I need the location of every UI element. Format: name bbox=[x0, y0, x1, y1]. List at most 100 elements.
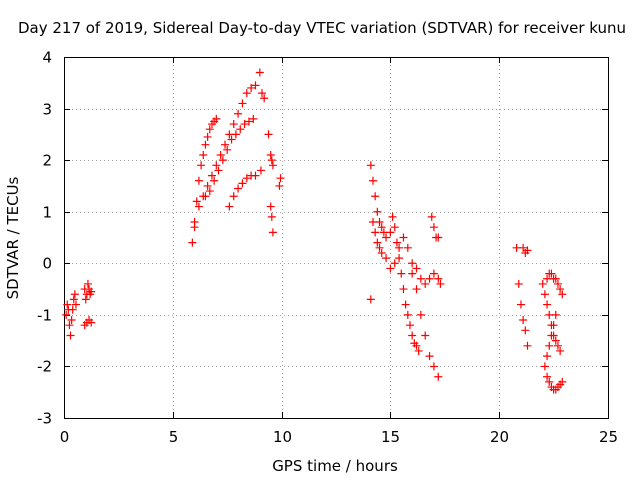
data-point bbox=[221, 140, 230, 149]
data-point bbox=[523, 341, 532, 350]
data-point bbox=[386, 264, 395, 273]
data-point bbox=[67, 316, 76, 325]
data-point bbox=[373, 238, 382, 247]
data-point bbox=[401, 300, 410, 309]
y-tick-label: -3 bbox=[37, 410, 52, 428]
data-point bbox=[62, 310, 71, 319]
data-series bbox=[256, 166, 285, 237]
x-tick-label: 10 bbox=[273, 428, 292, 446]
y-tick-label: -2 bbox=[37, 358, 52, 376]
data-point bbox=[414, 346, 423, 355]
data-series bbox=[519, 243, 532, 257]
data-point bbox=[197, 161, 206, 170]
data-series bbox=[366, 161, 391, 242]
data-point bbox=[392, 238, 401, 247]
data-point bbox=[225, 202, 234, 211]
data-points bbox=[62, 68, 567, 394]
data-point bbox=[368, 218, 377, 227]
data-point bbox=[403, 310, 412, 319]
data-point bbox=[251, 81, 260, 90]
data-point bbox=[545, 377, 554, 386]
x-tick-label: 20 bbox=[490, 428, 509, 446]
data-series bbox=[427, 212, 443, 242]
data-point bbox=[201, 140, 210, 149]
data-series bbox=[386, 212, 423, 355]
y-tick-label: -1 bbox=[37, 307, 52, 325]
data-point bbox=[543, 352, 552, 361]
data-point bbox=[386, 228, 395, 237]
data-point bbox=[247, 83, 256, 92]
data-point bbox=[203, 181, 212, 190]
data-point bbox=[207, 171, 216, 180]
data-point bbox=[427, 212, 436, 221]
data-point bbox=[238, 99, 247, 108]
data-series bbox=[62, 290, 80, 340]
data-point bbox=[264, 130, 273, 139]
data-point bbox=[421, 331, 430, 340]
data-point bbox=[556, 285, 565, 294]
data-point bbox=[377, 248, 386, 257]
data-point bbox=[408, 331, 417, 340]
plot-frame bbox=[64, 57, 609, 419]
data-point bbox=[275, 181, 284, 190]
data-point bbox=[192, 197, 201, 206]
data-point bbox=[63, 300, 72, 309]
data-point bbox=[382, 233, 391, 242]
data-point bbox=[240, 120, 249, 129]
data-point bbox=[412, 264, 421, 273]
chart-title: Day 217 of 2019, Sidereal Day-to-day VTE… bbox=[18, 19, 626, 37]
data-point bbox=[70, 290, 79, 299]
data-point bbox=[223, 145, 232, 154]
data-series bbox=[188, 114, 221, 247]
grid-lines bbox=[64, 57, 609, 419]
data-point bbox=[266, 202, 275, 211]
data-point bbox=[429, 223, 438, 232]
data-point bbox=[397, 269, 406, 278]
y-tick-label: 4 bbox=[42, 49, 52, 67]
data-point bbox=[368, 176, 377, 185]
data-point bbox=[216, 150, 225, 159]
data-point bbox=[547, 331, 556, 340]
data-point bbox=[366, 161, 375, 170]
data-point bbox=[229, 120, 238, 129]
data-point bbox=[258, 89, 267, 98]
data-point bbox=[408, 269, 417, 278]
data-point bbox=[425, 274, 434, 283]
data-point bbox=[205, 187, 214, 196]
data-series bbox=[512, 243, 532, 350]
data-point bbox=[538, 279, 547, 288]
data-point bbox=[543, 300, 552, 309]
data-point bbox=[371, 192, 380, 201]
data-point bbox=[516, 300, 525, 309]
data-series bbox=[255, 68, 277, 170]
data-point bbox=[66, 331, 75, 340]
x-tick-label: 5 bbox=[169, 428, 179, 446]
data-series bbox=[190, 81, 260, 232]
data-point bbox=[436, 279, 445, 288]
data-point bbox=[71, 300, 80, 309]
data-point bbox=[227, 135, 236, 144]
data-point bbox=[238, 179, 247, 188]
data-series bbox=[366, 218, 404, 304]
data-point bbox=[375, 243, 384, 252]
data-point bbox=[87, 318, 96, 327]
data-point bbox=[405, 321, 414, 330]
data-point bbox=[267, 156, 276, 165]
data-point bbox=[558, 377, 567, 386]
plot-border bbox=[64, 57, 609, 419]
data-point bbox=[65, 321, 74, 330]
data-series bbox=[540, 362, 567, 394]
data-point bbox=[234, 184, 243, 193]
data-point bbox=[244, 117, 253, 126]
data-point bbox=[229, 192, 238, 201]
data-point bbox=[371, 228, 380, 237]
data-point bbox=[366, 295, 375, 304]
data-point bbox=[205, 125, 214, 134]
data-point bbox=[553, 279, 562, 288]
data-point bbox=[547, 269, 556, 278]
data-point bbox=[434, 274, 443, 283]
data-point bbox=[551, 336, 560, 345]
data-point bbox=[194, 202, 203, 211]
data-point bbox=[549, 321, 558, 330]
data-point bbox=[403, 243, 412, 252]
